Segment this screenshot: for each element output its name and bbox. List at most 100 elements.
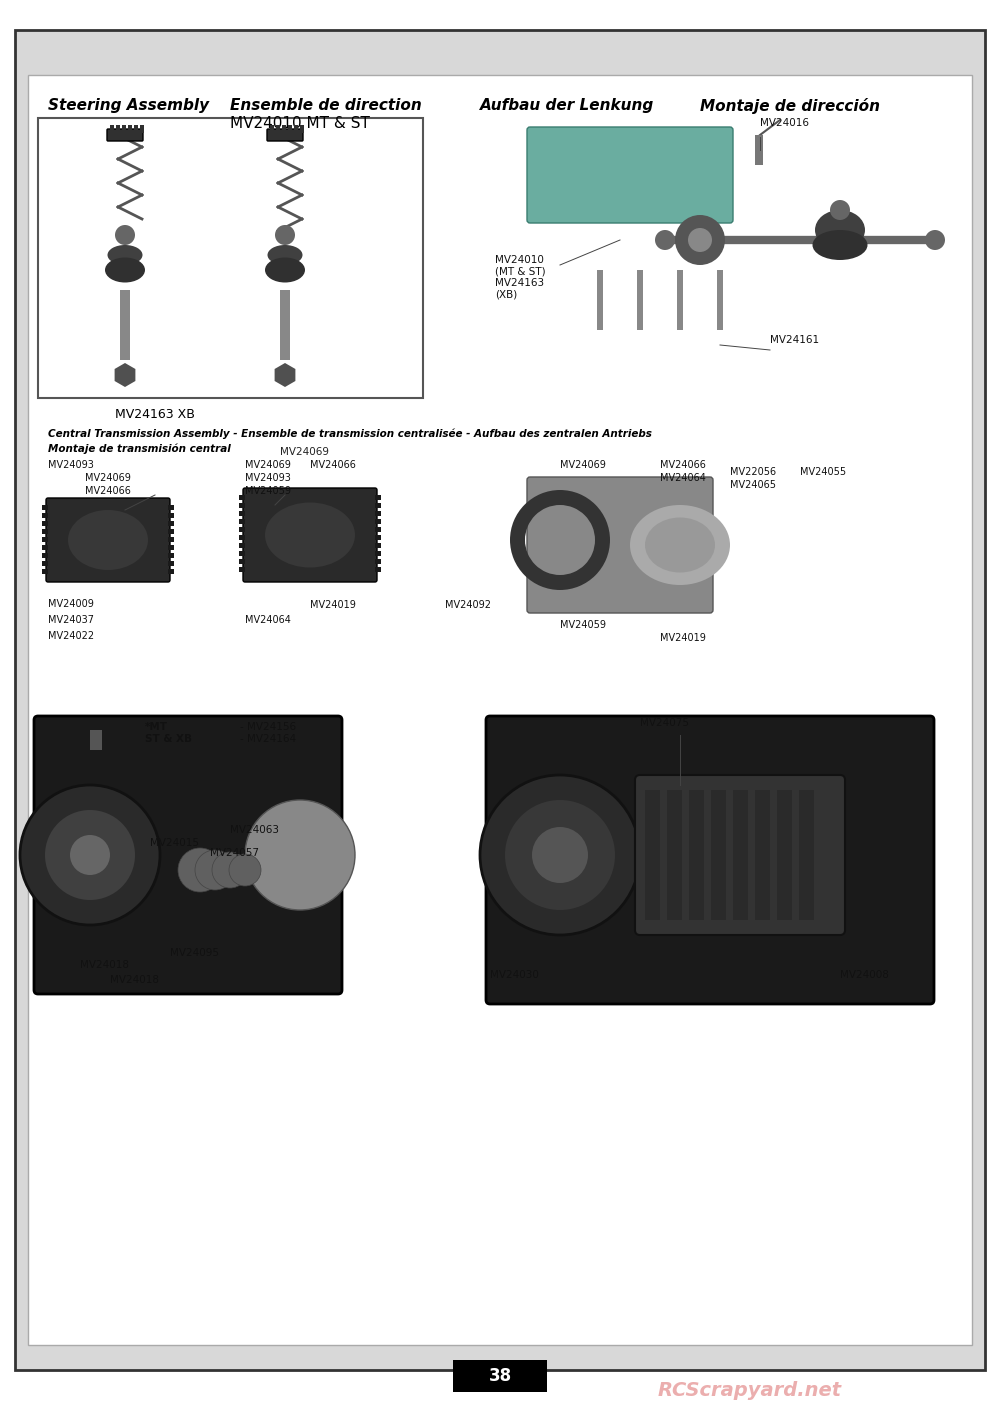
FancyBboxPatch shape (34, 716, 342, 993)
FancyBboxPatch shape (635, 775, 845, 935)
Bar (128, 125, 132, 133)
Bar (116, 125, 120, 133)
Bar (597, 270, 603, 330)
FancyBboxPatch shape (486, 716, 934, 1005)
Text: MV24069: MV24069 (280, 447, 329, 457)
Circle shape (505, 799, 615, 910)
Text: MV24030: MV24030 (490, 971, 539, 981)
Bar (375, 502, 381, 508)
Text: MV22056: MV22056 (730, 467, 776, 477)
Circle shape (178, 848, 222, 891)
Bar (239, 559, 245, 565)
Bar (239, 495, 245, 499)
Bar (239, 543, 245, 548)
Bar (276, 125, 280, 133)
Bar (375, 535, 381, 541)
Text: MV24065: MV24065 (730, 480, 776, 490)
Ellipse shape (268, 245, 303, 265)
Ellipse shape (108, 245, 143, 265)
Text: - MV24156
- MV24164: - MV24156 - MV24164 (240, 722, 296, 744)
Text: MV24019: MV24019 (310, 600, 356, 610)
Text: MV24022: MV24022 (48, 631, 94, 641)
Text: MV24057: MV24057 (210, 848, 259, 857)
Bar (168, 560, 174, 566)
FancyBboxPatch shape (527, 477, 713, 613)
Ellipse shape (265, 258, 305, 283)
Bar (755, 134, 763, 166)
Text: MV24069: MV24069 (560, 460, 606, 470)
Bar (711, 790, 726, 920)
Bar (42, 553, 48, 558)
Text: MV24019: MV24019 (660, 633, 706, 642)
Text: MV24059: MV24059 (245, 485, 291, 497)
Bar (717, 270, 723, 330)
Circle shape (275, 225, 295, 245)
Bar (122, 125, 126, 133)
Bar (280, 290, 290, 359)
Text: MV24075: MV24075 (640, 717, 689, 727)
Text: Montaje de dirección: Montaje de dirección (700, 98, 880, 115)
FancyBboxPatch shape (243, 488, 377, 582)
Bar (28, 75, 972, 1346)
Text: MV24064: MV24064 (245, 616, 291, 625)
Bar (667, 790, 682, 920)
Bar (42, 560, 48, 566)
Bar (689, 790, 704, 920)
Text: MV24015: MV24015 (150, 838, 199, 848)
Circle shape (195, 850, 235, 890)
Circle shape (20, 785, 160, 925)
Text: RCScrapyard.net: RCScrapyard.net (658, 1381, 842, 1399)
Text: Ensemble de direction: Ensemble de direction (230, 98, 422, 113)
Text: MV24008: MV24008 (840, 971, 889, 981)
Circle shape (229, 855, 261, 886)
Circle shape (480, 775, 640, 935)
Bar (168, 529, 174, 533)
Ellipse shape (630, 505, 730, 584)
Text: Aufbau der Lenkung: Aufbau der Lenkung (480, 98, 654, 113)
Bar (110, 125, 114, 133)
Bar (134, 125, 138, 133)
Text: MV24016: MV24016 (760, 117, 809, 127)
Bar (42, 505, 48, 509)
Text: MV24066: MV24066 (310, 460, 356, 470)
Circle shape (245, 799, 355, 910)
Text: MV24069: MV24069 (85, 473, 131, 483)
Text: *MT
ST & XB: *MT ST & XB (145, 722, 192, 744)
Text: MV24018: MV24018 (80, 959, 129, 971)
Bar (239, 511, 245, 516)
Bar (375, 543, 381, 548)
Text: MV24095: MV24095 (170, 948, 219, 958)
Bar (453, 1360, 547, 1392)
Bar (42, 545, 48, 550)
Bar (282, 125, 286, 133)
FancyBboxPatch shape (527, 127, 733, 224)
Bar (168, 521, 174, 526)
Bar (799, 790, 814, 920)
Bar (42, 538, 48, 542)
Bar (42, 514, 48, 518)
Ellipse shape (265, 502, 355, 567)
Bar (239, 550, 245, 556)
Circle shape (45, 809, 135, 900)
Circle shape (830, 200, 850, 219)
Bar (733, 790, 748, 920)
Bar (140, 125, 144, 133)
Bar (375, 567, 381, 572)
Ellipse shape (675, 215, 725, 265)
Bar (294, 125, 298, 133)
Text: MV24059: MV24059 (560, 620, 606, 630)
Bar (168, 505, 174, 509)
Text: MV24161: MV24161 (770, 335, 819, 345)
Text: MV24066: MV24066 (85, 485, 131, 497)
Text: Central Transmission Assembly - Ensemble de transmission centralisée - Aufbau de: Central Transmission Assembly - Ensemble… (48, 427, 652, 439)
Text: 38: 38 (488, 1367, 512, 1385)
Ellipse shape (68, 509, 148, 570)
Bar (168, 545, 174, 550)
Bar (239, 567, 245, 572)
Text: MV24010
(MT & ST)
MV24163
(XB): MV24010 (MT & ST) MV24163 (XB) (495, 255, 546, 300)
Bar (375, 526, 381, 532)
Bar (637, 270, 643, 330)
Bar (375, 550, 381, 556)
Bar (239, 526, 245, 532)
Bar (168, 569, 174, 574)
